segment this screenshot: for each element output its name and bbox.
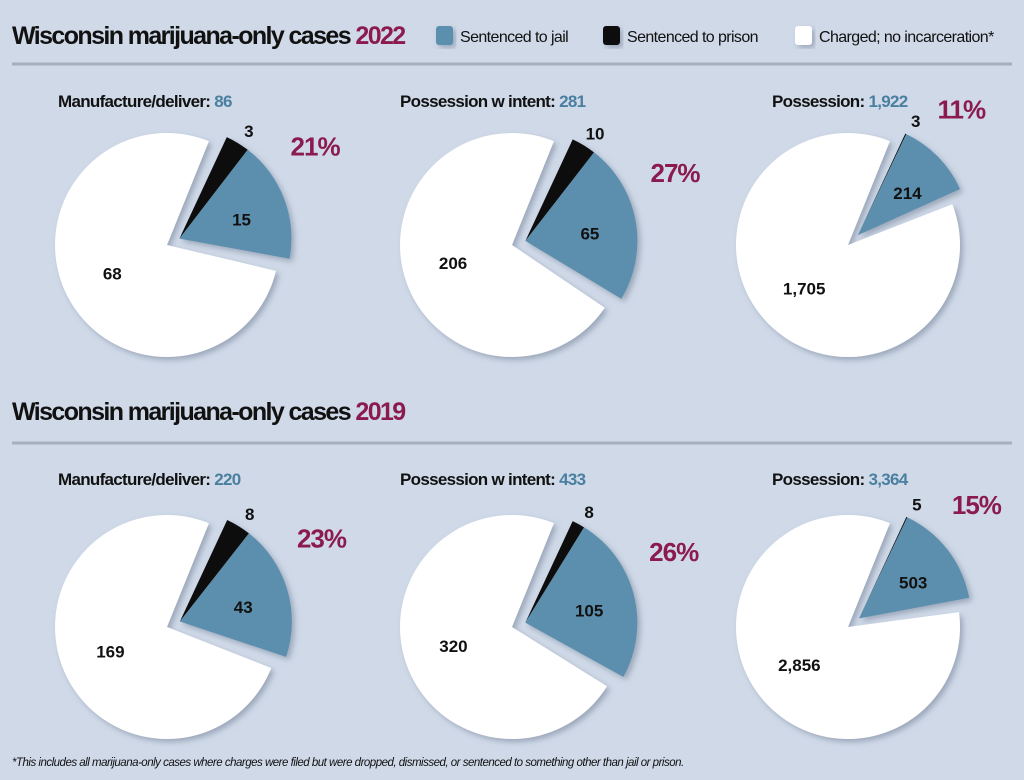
pie-category: Manufacture/deliver: (58, 470, 210, 489)
legend-swatch-none (795, 26, 812, 45)
label-jail: 43 (234, 598, 253, 617)
label-percent-incarcerated: 21% (291, 132, 341, 162)
pie-category: Possession w intent: (400, 92, 555, 111)
legend-label-prison: Sentenced to prison (627, 29, 758, 46)
label-no-incarceration: 169 (96, 642, 124, 661)
chart-title-2022: Wisconsin marijuana-only cases 2022 (12, 22, 405, 50)
pie-title: Possession w intent: 281 (400, 92, 586, 111)
slice-jail (179, 149, 292, 259)
label-prison: 10 (586, 124, 605, 143)
label-prison: 3 (911, 112, 920, 131)
legend-swatch-prison (603, 26, 620, 45)
pie (736, 133, 960, 358)
slice-jail (525, 152, 638, 299)
pie-total: 220 (214, 470, 241, 489)
label-jail: 503 (899, 574, 927, 593)
label-percent-incarcerated: 23% (297, 524, 347, 554)
pie-title: Manufacture/deliver: 220 (58, 470, 241, 489)
slice-jail (525, 527, 638, 677)
footnote: *This includes all marijuana-only cases … (12, 757, 684, 769)
slice-no-incarceration (400, 133, 605, 358)
slice-jail (857, 134, 960, 236)
pie-total: 281 (559, 92, 586, 111)
label-jail: 214 (893, 184, 922, 203)
label-prison: 5 (912, 495, 921, 514)
label-percent-incarcerated: 27% (650, 158, 700, 188)
slice-no-incarceration (55, 515, 272, 739)
label-percent-incarcerated: 26% (649, 537, 699, 567)
slice-prison (857, 133, 907, 236)
pie-total: 1,922 (868, 92, 907, 111)
pie (55, 133, 292, 358)
label-percent-incarcerated: 15% (952, 490, 1002, 520)
pie-category: Possession: (772, 470, 864, 489)
slice-prison (525, 521, 585, 623)
title-text: Wisconsin marijuana-only cases (12, 22, 351, 50)
label-prison: 8 (245, 505, 254, 524)
label-no-incarceration: 68 (103, 264, 122, 283)
pie-total: 433 (559, 470, 586, 489)
pie (400, 133, 638, 358)
legend-label-none: Charged; no incarceration* (819, 29, 994, 46)
title-year: 2022 (355, 22, 405, 50)
label-no-incarceration: 1,705 (783, 279, 826, 298)
pie-category: Possession w intent: (400, 470, 555, 489)
label-percent-incarcerated: 11% (938, 95, 986, 125)
label-jail: 105 (575, 602, 603, 621)
slice-no-incarceration (400, 515, 608, 740)
label-no-incarceration: 206 (439, 254, 467, 273)
legend-swatch-jail (436, 26, 453, 45)
slice-jail (859, 517, 970, 619)
pie-total: 3,364 (868, 470, 908, 489)
slice-prison (859, 516, 908, 619)
slice-no-incarceration (736, 515, 961, 740)
pie-category: Manufacture/deliver: (58, 92, 210, 111)
pie-title: Possession: 1,922 (772, 92, 908, 111)
slice-jail (179, 533, 292, 657)
slice-no-incarceration (55, 133, 276, 358)
title-text: Wisconsin marijuana-only cases (12, 398, 351, 426)
chart-title-2019: Wisconsin marijuana-only cases 2019 (12, 398, 405, 426)
label-jail: 65 (580, 225, 599, 244)
legend-label-jail: Sentenced to jail (460, 29, 568, 46)
label-jail: 15 (232, 211, 251, 230)
title-year: 2019 (355, 398, 405, 426)
pie (736, 515, 970, 740)
slice-prison (179, 137, 248, 239)
pie-title: Manufacture/deliver: 86 (58, 92, 232, 111)
label-prison: 3 (244, 122, 253, 141)
pie (400, 515, 638, 740)
pie-title: Possession: 3,364 (772, 470, 909, 489)
slice-prison (179, 519, 249, 622)
label-no-incarceration: 2,856 (778, 656, 821, 675)
pie-category: Possession: (772, 92, 864, 111)
slice-no-incarceration (736, 133, 960, 358)
slice-prison (525, 139, 595, 241)
pie-title: Possession w intent: 433 (400, 470, 586, 489)
label-no-incarceration: 320 (439, 637, 467, 656)
label-prison: 8 (584, 503, 593, 522)
pie-total: 86 (214, 92, 232, 111)
pie (55, 515, 292, 739)
